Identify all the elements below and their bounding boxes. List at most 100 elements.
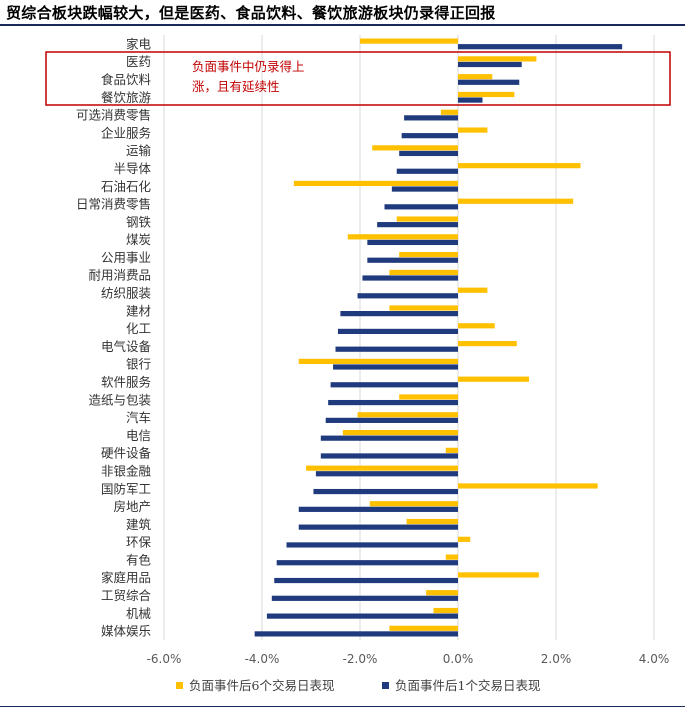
bar-1day bbox=[401, 133, 458, 139]
bar-6day bbox=[458, 483, 598, 489]
category-label: 非银金融 bbox=[101, 463, 152, 478]
category-label: 媒体娱乐 bbox=[101, 624, 151, 639]
bar-1day bbox=[313, 488, 458, 495]
category-label: 汽车 bbox=[126, 410, 151, 425]
category-label: 软件服务 bbox=[101, 374, 151, 389]
bar-6day bbox=[458, 340, 517, 347]
category-label: 医药 bbox=[126, 54, 151, 69]
category-label: 银行 bbox=[126, 357, 151, 372]
category-label: 餐饮旅游 bbox=[101, 90, 152, 105]
legend-label-6day: 负面事件后6个交易日表现 bbox=[189, 678, 334, 693]
category-label: 有色 bbox=[126, 552, 152, 567]
bar-6day bbox=[399, 252, 458, 258]
category-label: 化工 bbox=[126, 321, 151, 336]
legend-swatch-6day bbox=[176, 682, 183, 689]
bars bbox=[254, 38, 623, 637]
category-label: 建筑 bbox=[126, 517, 152, 532]
category-label: 国防军工 bbox=[101, 481, 151, 496]
category-label: 纺织服装 bbox=[101, 286, 151, 301]
x-tick-label: 0.0% bbox=[443, 652, 474, 666]
bar-6day bbox=[458, 74, 493, 80]
annotation-line-1: 负面事件中仍录得上 bbox=[192, 59, 305, 74]
category-label: 公用事业 bbox=[101, 250, 151, 265]
bar-1day bbox=[396, 168, 458, 174]
category-label: 房地产 bbox=[113, 499, 151, 514]
bar-1day bbox=[399, 150, 458, 157]
bar-1day bbox=[384, 204, 458, 210]
bar-6day bbox=[440, 109, 458, 115]
bar-1day bbox=[298, 524, 458, 530]
bar-1day bbox=[367, 239, 458, 246]
bar-6day bbox=[357, 412, 458, 418]
bar-6day bbox=[369, 501, 458, 507]
page-title: 贸综合板块跌幅较大，但是医药、食品饮料、餐饮旅游板块仍录得正回报 bbox=[6, 4, 496, 22]
category-label: 家庭用品 bbox=[101, 570, 151, 585]
category-label: 企业服务 bbox=[101, 125, 151, 140]
footer-divider bbox=[0, 706, 685, 707]
bar-6day bbox=[298, 358, 458, 364]
bar-1day bbox=[458, 97, 483, 103]
bar-1day bbox=[298, 506, 458, 512]
bar-1day bbox=[367, 257, 458, 263]
category-label: 环保 bbox=[126, 535, 152, 550]
bar-1day bbox=[404, 115, 458, 121]
bar-1day bbox=[271, 595, 458, 601]
category-label: 石油石化 bbox=[101, 179, 152, 194]
bar-6day bbox=[458, 572, 539, 578]
category-label: 食品饮料 bbox=[101, 72, 152, 87]
x-tick-label: -4.0% bbox=[245, 652, 280, 666]
bar-1day bbox=[266, 613, 458, 619]
highlight-box bbox=[45, 51, 671, 106]
category-label: 煤炭 bbox=[126, 232, 151, 247]
bar-1day bbox=[315, 471, 458, 477]
category-label: 硬件设备 bbox=[101, 446, 152, 461]
bar-1day bbox=[357, 293, 458, 299]
bar-6day bbox=[372, 145, 458, 151]
category-label: 电信 bbox=[126, 428, 151, 443]
category-label: 耐用消费品 bbox=[88, 268, 151, 283]
legend-label-1day: 负面事件后1个交易日表现 bbox=[395, 678, 540, 693]
bar-6day bbox=[458, 376, 530, 382]
category-label: 半导体 bbox=[113, 161, 151, 176]
bar-6day bbox=[406, 518, 458, 525]
bar-6day bbox=[342, 429, 458, 436]
x-tick-label: 4.0% bbox=[639, 652, 670, 666]
bar-1day bbox=[328, 399, 458, 406]
bar-6day bbox=[360, 38, 458, 44]
category-label: 电气设备 bbox=[101, 339, 152, 354]
category-label: 家电 bbox=[126, 36, 152, 51]
bar-1day bbox=[335, 346, 458, 352]
bar-6day bbox=[458, 536, 471, 542]
x-tick-label: -2.0% bbox=[343, 652, 378, 666]
category-label: 运输 bbox=[126, 143, 152, 158]
bar-1day bbox=[458, 79, 520, 85]
category-label: 建材 bbox=[126, 303, 151, 318]
bar-6day bbox=[458, 198, 574, 204]
bar-1day bbox=[391, 186, 458, 192]
bar-6day bbox=[389, 625, 458, 631]
category-label: 工贸综合 bbox=[101, 588, 152, 603]
bar-1day bbox=[276, 560, 458, 566]
legend-swatch-1day bbox=[382, 682, 389, 689]
bar-6day bbox=[458, 127, 488, 133]
bar-1day bbox=[330, 382, 458, 388]
x-tick-label: 2.0% bbox=[541, 652, 572, 666]
bar-1day bbox=[320, 453, 458, 459]
bar-1day bbox=[274, 577, 458, 584]
bar-6day bbox=[396, 216, 458, 222]
bar-1day bbox=[362, 275, 458, 281]
category-label: 可选消费零售 bbox=[76, 108, 151, 123]
bar-6day bbox=[389, 305, 458, 311]
bar-6day bbox=[347, 234, 458, 240]
bar-6day bbox=[458, 323, 495, 329]
category-label: 日常消费零售 bbox=[76, 197, 151, 212]
category-labels: 家电医药食品饮料餐饮旅游可选消费零售企业服务运输半导体石油石化日常消费零售钢铁煤… bbox=[76, 36, 152, 638]
bar-6day bbox=[433, 607, 458, 614]
bar-6day bbox=[458, 56, 537, 62]
bar-1day bbox=[377, 222, 458, 228]
bar-6day bbox=[458, 91, 515, 98]
category-label: 钢铁 bbox=[126, 214, 152, 229]
bar-6day bbox=[293, 180, 458, 187]
annotation-line-2: 涨，且有延续性 bbox=[192, 79, 280, 94]
bar-1day bbox=[333, 364, 458, 370]
